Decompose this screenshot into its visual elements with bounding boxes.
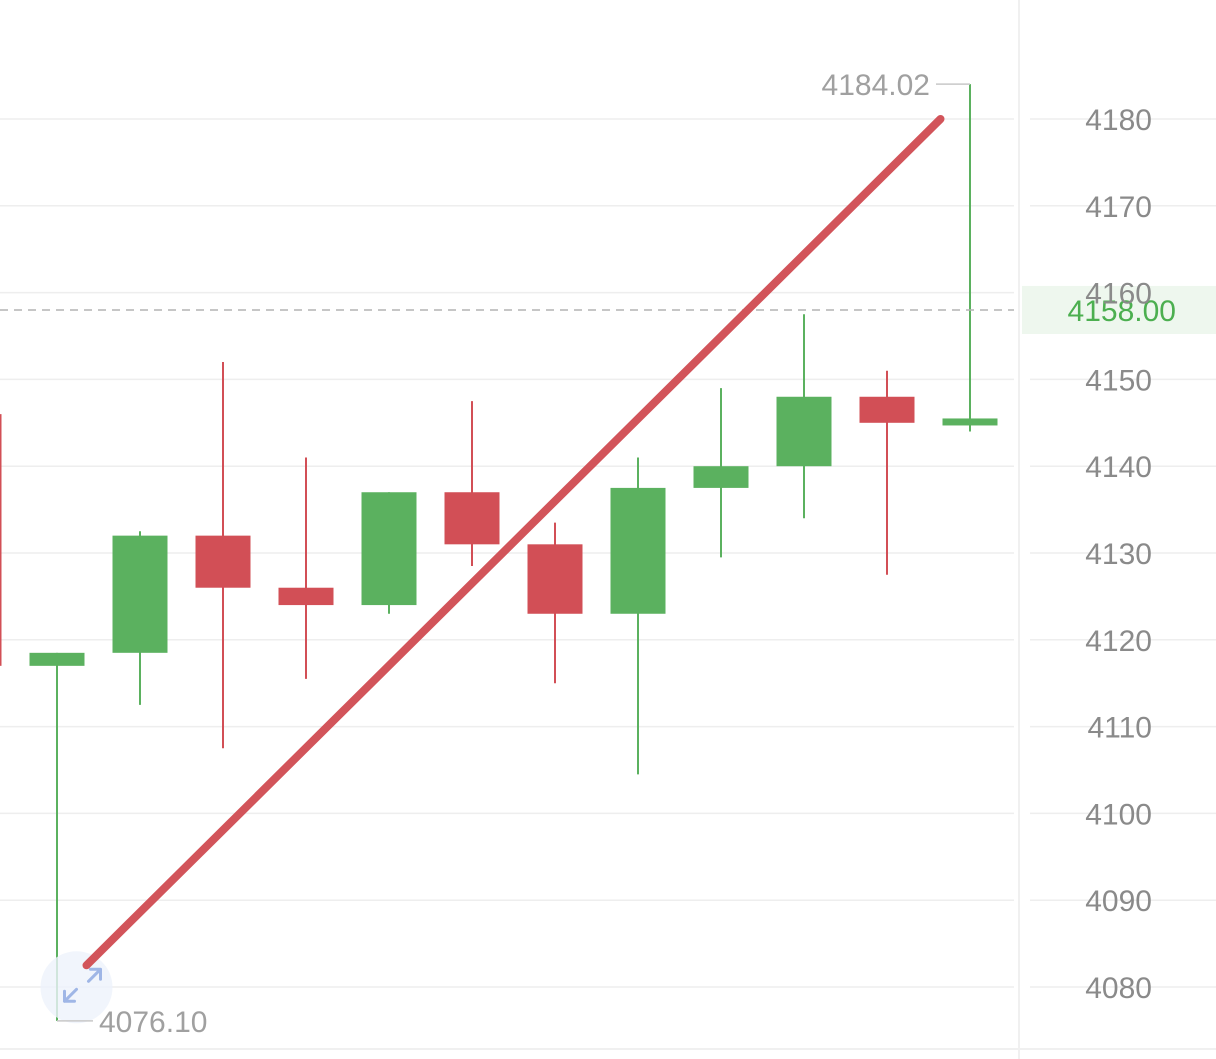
candle <box>444 401 500 567</box>
candle-body <box>527 544 583 614</box>
candle-body <box>0 414 2 666</box>
candle-body <box>361 492 417 606</box>
y-tick-label: 4140 <box>1085 451 1152 484</box>
candle <box>361 492 417 614</box>
candle-body <box>693 466 749 488</box>
candle <box>693 388 749 558</box>
candles <box>0 84 998 1021</box>
y-tick-label: 4090 <box>1085 885 1152 918</box>
y-tick-label: 4180 <box>1085 104 1152 137</box>
resize-icon <box>63 967 102 1003</box>
candle-body <box>29 652 85 666</box>
candle <box>610 457 666 775</box>
trendline <box>82 115 945 970</box>
y-tick-label: 4080 <box>1085 972 1152 1005</box>
y-tick-label: 4110 <box>1087 712 1152 745</box>
candle <box>278 457 334 679</box>
candle <box>112 531 168 705</box>
candle <box>527 522 583 684</box>
candle-body <box>195 535 251 588</box>
y-tick-label: 4150 <box>1085 364 1152 397</box>
candle <box>859 370 915 575</box>
candle-body <box>610 487 666 614</box>
candle-body <box>776 396 832 467</box>
trendline-layer <box>40 115 945 1024</box>
candle <box>776 314 832 519</box>
candle-body <box>278 587 334 606</box>
candle-body <box>859 396 915 423</box>
grid-lines <box>0 118 1216 988</box>
min-price-label: 4076.10 <box>99 1006 207 1039</box>
last-price-tag <box>1022 285 1216 334</box>
candle-body <box>444 492 500 545</box>
candle-body <box>112 535 168 653</box>
candle <box>195 362 251 749</box>
y-tick-label: 4120 <box>1085 625 1152 658</box>
max-price-label: 4184.02 <box>822 69 930 102</box>
y-tick-label: 4160 <box>1085 278 1152 311</box>
candle-body <box>942 418 998 426</box>
y-tick-label: 4100 <box>1085 798 1152 831</box>
y-tick-label: 4170 <box>1085 191 1152 224</box>
candle <box>942 84 998 432</box>
y-axis: 4180 4170 4160 4150 4140 4130 4120 4110 4100 4090… <box>1085 104 1152 1005</box>
extreme-labels: 4184.02 4076.10 <box>57 69 970 1039</box>
last-price-line: 4158.00 <box>0 285 1216 334</box>
y-tick-label: 4130 <box>1085 538 1152 571</box>
candle <box>0 414 2 666</box>
last-price-label: 4158.00 <box>1068 295 1176 328</box>
